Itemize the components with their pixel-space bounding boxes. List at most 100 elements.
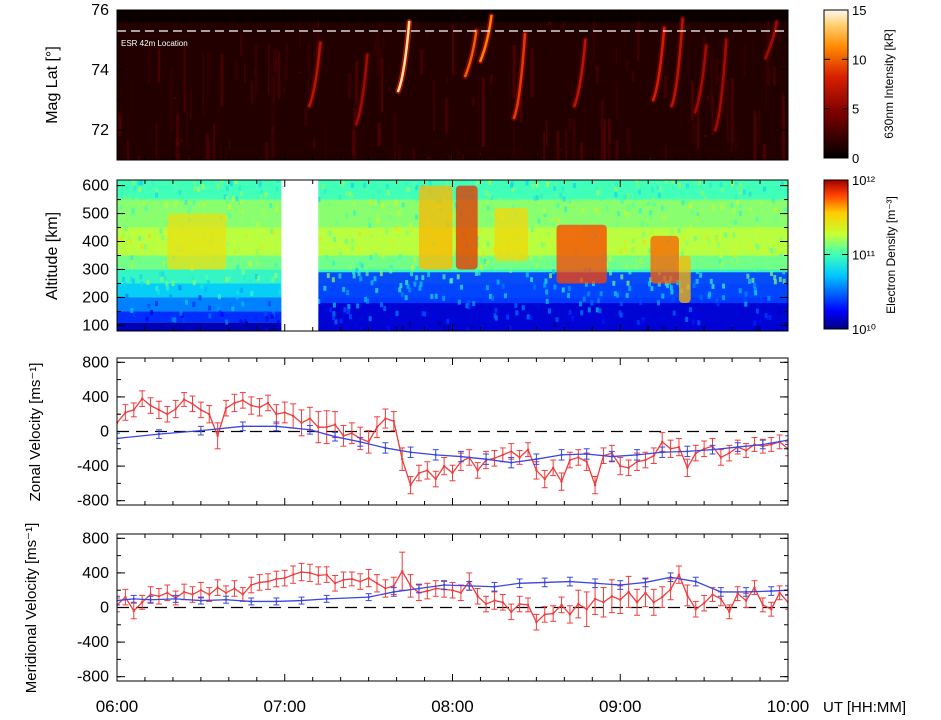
keogram-texture	[562, 22, 565, 30]
density-cell	[537, 200, 541, 206]
keogram-axes: 72 74 76	[91, 2, 789, 161]
density-cell	[134, 311, 138, 317]
density-cell	[742, 189, 746, 195]
density-cell	[530, 277, 534, 283]
density-cell	[265, 316, 269, 322]
density-cell	[151, 180, 155, 186]
density-cell	[243, 319, 247, 325]
density-cell	[669, 285, 673, 291]
y-tick-label: 200	[82, 289, 109, 306]
density-cell	[762, 186, 766, 192]
data-point	[442, 583, 446, 587]
keogram-texture	[664, 143, 667, 160]
density-cell	[379, 271, 383, 277]
keogram-texture	[448, 155, 452, 160]
density-cell	[627, 193, 631, 199]
density-cell	[261, 211, 265, 217]
keogram-texture	[696, 88, 700, 150]
density-cell	[198, 295, 202, 301]
density-cell	[274, 273, 278, 279]
density-cell	[615, 222, 619, 228]
data-point	[359, 580, 362, 583]
data-point	[124, 595, 127, 599]
density-cell	[697, 180, 701, 186]
x-tick-label: 10:00	[767, 697, 810, 716]
data-point	[233, 401, 236, 405]
data-point	[442, 464, 446, 468]
data-point	[233, 587, 236, 590]
density-cell	[582, 296, 586, 302]
data-point	[568, 580, 572, 583]
density-cell	[395, 310, 399, 316]
density-cell	[452, 197, 456, 203]
keogram-texture	[743, 45, 747, 76]
keogram-texture	[481, 76, 485, 147]
data-point	[266, 401, 270, 405]
keogram-texture	[176, 114, 180, 147]
density-cell	[568, 198, 572, 204]
data-point	[543, 581, 546, 584]
density-cell	[646, 201, 650, 207]
density-cell	[647, 281, 651, 287]
density-cell	[662, 215, 666, 221]
y-tick-label: 74	[91, 62, 109, 79]
data-point	[644, 581, 647, 584]
density-cell	[748, 191, 752, 197]
density-cell	[749, 243, 753, 249]
density-cell	[370, 280, 374, 286]
density-cell	[179, 310, 183, 316]
density-cell	[427, 272, 431, 278]
density-cell	[623, 194, 627, 200]
density-cell	[685, 316, 689, 322]
density-cell	[753, 287, 757, 293]
density-cell	[553, 284, 557, 290]
density-cell	[236, 264, 240, 270]
density-cell	[738, 202, 742, 208]
density-cell	[229, 303, 233, 309]
density-ylabel: Altitude [km]	[44, 212, 61, 300]
density-cell	[220, 311, 224, 317]
density-cell	[661, 293, 665, 299]
density-cell	[734, 219, 738, 225]
density-cell	[477, 270, 481, 276]
keogram-texture	[580, 142, 583, 160]
density-cell	[147, 303, 151, 309]
density-cell	[408, 321, 412, 327]
data-point	[728, 610, 731, 614]
data-point	[669, 576, 672, 579]
density-cell	[635, 260, 639, 266]
keogram-texture	[213, 123, 216, 160]
keogram-texture	[372, 146, 375, 160]
density-cell	[161, 271, 165, 277]
density-cell	[573, 183, 577, 189]
density-axes: 100 200 300 400 500 600	[82, 178, 789, 334]
density-cell	[466, 327, 470, 331]
density-cell	[748, 278, 752, 284]
density-cell	[525, 272, 529, 278]
keogram-texture	[751, 39, 754, 71]
data-point	[484, 602, 488, 606]
density-cell	[680, 251, 684, 257]
density-cell	[240, 287, 244, 293]
data-point	[770, 589, 773, 593]
y-tick-label: 72	[91, 122, 109, 139]
density-cell	[721, 187, 725, 193]
data-point	[149, 593, 152, 596]
keogram-texture	[603, 118, 606, 160]
density-cell	[270, 313, 274, 319]
density-cell	[615, 265, 619, 271]
data-point	[568, 458, 572, 462]
density-cell	[454, 251, 458, 257]
density-cell	[389, 214, 393, 220]
density-cell	[178, 285, 182, 291]
density-cell	[689, 307, 693, 313]
data-point	[241, 425, 245, 428]
data-point	[308, 428, 312, 431]
data-point	[384, 587, 387, 590]
density-cell	[545, 231, 549, 237]
density-cell	[369, 230, 373, 236]
keogram-texture	[559, 148, 562, 151]
keogram-texture	[216, 88, 220, 138]
zonal-ylabel: Zonal Velocity [ms⁻¹]	[27, 363, 44, 502]
density-cell	[639, 258, 643, 264]
